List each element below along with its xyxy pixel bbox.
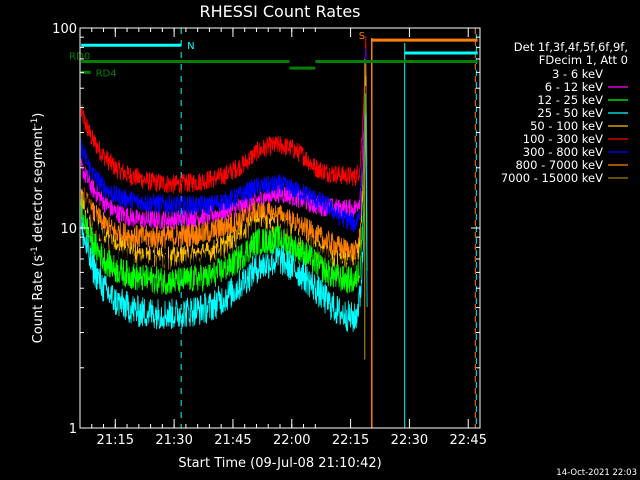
axes: 21:15 21:30 21:45 22:00 22:15 22:30 22:45 1 10 10… — [52, 22, 487, 448]
legend-entry-label: 3 - 6 keV — [552, 67, 603, 81]
series-line-300-800keV-2 — [80, 47, 368, 232]
series-line-3-6keV-5 — [80, 85, 368, 284]
x-tick-label: 21:45 — [214, 433, 251, 448]
legend-entry-label: 25 - 50 keV — [537, 106, 603, 120]
legend: Det 1f,3f,4f,5f,6f,9f, FDecim 1, Att 0 3… — [501, 40, 628, 185]
state-bar-label-rd4: RD4 — [96, 68, 117, 79]
generation-timestamp: 14-Oct-2021 22:03 — [556, 468, 637, 478]
y-axis-label-main: Count Rate (s — [31, 255, 46, 344]
series-line-100-300keV-0 — [80, 35, 368, 194]
y-axis-label-exp-2: -1 — [30, 118, 40, 126]
legend-header-fdecim: FDecim 1, Att 0 — [539, 53, 628, 67]
legend-entry-label: 12 - 25 keV — [537, 93, 603, 107]
legend-entry-label: 6 - 12 keV — [545, 80, 603, 94]
y-tick-label: 10 — [60, 222, 77, 237]
legend-entry-label: 300 - 800 keV — [523, 145, 603, 159]
y-axis-label-close: ) — [31, 113, 46, 118]
legend-entry-label: 800 - 7000 keV — [515, 158, 603, 172]
state-bar-label-s: S — [359, 31, 365, 42]
legend-entry-label: 50 - 100 keV — [530, 119, 603, 133]
x-tick-label: 22:45 — [450, 433, 487, 448]
x-tick-label: 22:15 — [332, 433, 369, 448]
legend-entry-label: 7000 - 15000 keV — [501, 171, 603, 185]
x-tick-label: 21:30 — [155, 433, 192, 448]
y-axis-label: Count Rate (s-1 detector segment-1) — [30, 113, 46, 344]
series-line-12-25keV-6 — [80, 93, 368, 295]
legend-entry-label: 100 - 300 keV — [523, 132, 603, 146]
y-tick-label: 100 — [52, 22, 77, 37]
y-axis-label-exp: -1 — [30, 246, 40, 254]
legend-header-detectors: Det 1f,3f,4f,5f,6f,9f, — [514, 40, 628, 54]
x-tick-label: 22:30 — [391, 433, 428, 448]
y-axis-label-rest: detector segment — [31, 126, 46, 246]
x-tick-label: 22:00 — [273, 433, 310, 448]
x-tick-label: 21:15 — [97, 433, 134, 448]
series-line-25-50keV-7 — [80, 114, 368, 332]
y-tick-label: 1 — [69, 422, 77, 437]
chart-title: RHESSI Count Rates — [200, 2, 361, 21]
state-bar-label-n: N — [187, 41, 194, 52]
series-line-800-7000keV-3 — [80, 63, 368, 265]
x-axis-label: Start Time (09-Jul-08 21:10:42) — [178, 456, 381, 471]
